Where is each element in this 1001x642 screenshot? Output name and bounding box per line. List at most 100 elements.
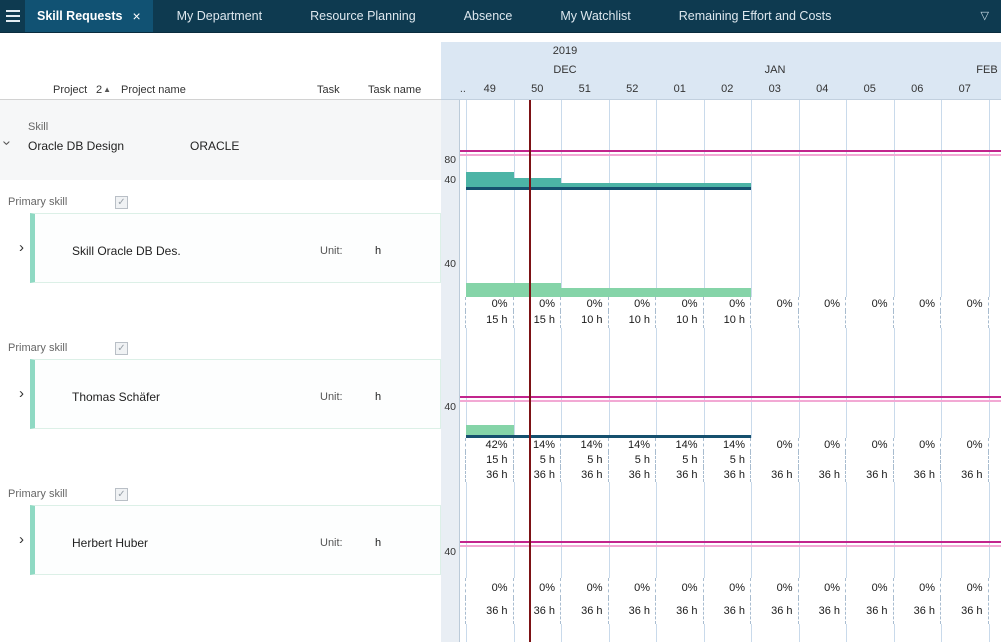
y-axis-label: 40 [444, 401, 456, 413]
grid-line [941, 100, 942, 190]
chevron-right-icon[interactable]: › [19, 239, 24, 256]
resource-card[interactable]: › Herbert Huber Unit: h [19, 505, 441, 575]
stat-cell: 36 h [704, 467, 751, 482]
grid-line [798, 482, 800, 578]
stat-cell: 0% [846, 297, 894, 311]
grid-line [513, 190, 515, 297]
column-header-project-name[interactable]: Project name [121, 84, 186, 96]
stat-row-hours: 36 h 36 h 36 h 36 h 36 h 36 h 36 h 36 h 36 h 36 h… [441, 467, 1001, 482]
stat-cell: 0% [514, 578, 561, 598]
stat-cell: 0% [466, 297, 514, 311]
bar-week-01[interactable] [656, 183, 704, 190]
stat-cell [751, 311, 799, 328]
active-tab-label: Skill Requests [37, 9, 123, 23]
resource-name: Herbert Huber [72, 536, 149, 550]
stat-cell: 36 h [894, 598, 941, 624]
bar-week-52[interactable] [608, 183, 656, 190]
chevron-right-icon[interactable]: › [19, 531, 24, 548]
effort-line [466, 187, 751, 190]
grid-line [608, 190, 610, 297]
chart-filler [441, 624, 1001, 642]
plot-area [460, 190, 1001, 297]
primary-skill-checkbox[interactable]: ✓ [115, 341, 128, 355]
primary-skill-checkbox[interactable]: ✓ [115, 487, 128, 501]
stat-cell: 0% [799, 297, 846, 311]
resource-card[interactable]: › Thomas Schäfer Unit: h [19, 359, 441, 429]
resource-section-skill: Primary skill ✓ › Skill Oracle DB Des. U… [0, 194, 441, 283]
stat-cell: 36 h [799, 598, 846, 624]
sort-indicator[interactable]: 2▲ [96, 84, 111, 96]
stat-cell [894, 452, 941, 467]
stat-cell: 36 h [514, 467, 561, 482]
bar-week-51[interactable] [561, 288, 609, 297]
grid-line [893, 100, 895, 190]
hamburger-menu-icon[interactable] [0, 0, 25, 32]
stat-cell: 0% [704, 578, 751, 598]
stat-cell: 36 h [514, 598, 561, 624]
bar-week-50[interactable] [513, 283, 561, 297]
resource-card[interactable]: › Skill Oracle DB Des. Unit: h [19, 213, 441, 283]
grid-column-header: Project 2▲ Project name Task Task name [0, 82, 441, 100]
resource-section-thomas: Primary skill ✓ › Thomas Schäfer Unit: h [0, 340, 441, 429]
stat-cell: 0% [656, 297, 704, 311]
stat-cell: 0% [846, 578, 894, 598]
stat-cell: 0% [941, 297, 989, 311]
chevron-down-icon[interactable]: › [0, 140, 16, 146]
chevron-right-icon[interactable]: › [19, 385, 24, 402]
stat-cell: 0% [941, 438, 989, 452]
stat-cell [941, 452, 989, 467]
bar-week-49[interactable] [466, 172, 514, 190]
week-label: 04 [816, 83, 829, 95]
grid-line [561, 190, 562, 297]
menu-item-my-watchlist[interactable]: My Watchlist [560, 9, 631, 23]
bar-week-49[interactable] [466, 425, 514, 438]
stat-cell: 5 h [609, 452, 656, 467]
column-header-task-name[interactable]: Task name [368, 84, 422, 96]
grid-line [798, 100, 800, 190]
grid-line [466, 328, 467, 438]
stat-cell: 0% [799, 438, 846, 452]
stat-cell: 5 h [656, 452, 704, 467]
stat-cell: 0% [609, 578, 656, 598]
menu-item-remaining-effort-and-costs[interactable]: Remaining Effort and Costs [678, 9, 832, 23]
stat-cell: 0% [609, 297, 656, 311]
bar-week-02[interactable] [703, 288, 751, 297]
grid-line [846, 482, 847, 578]
year-label: 2019 [552, 45, 578, 57]
grid-line [703, 190, 705, 297]
bar-week-49[interactable] [466, 283, 514, 297]
menu-item-my-department[interactable]: My Department [176, 9, 263, 23]
chart-area: 80 40 40 0% 0% 0% 0% 0% 0% 0% 0% 0% 0% 0% 15 h 15 h 10 h… [441, 100, 1001, 642]
stats-block: 0% 0% 0% 0% 0% 0% 0% 0% 0% 0% 0% 15 h 15 h 10 h 10 h 10… [441, 296, 1001, 328]
grid-line [751, 190, 752, 297]
bar-week-51[interactable] [561, 183, 609, 190]
bar-week-52[interactable] [608, 288, 656, 297]
tab-overflow-dropdown[interactable]: ▽ [976, 8, 994, 25]
capacity-line [460, 150, 1001, 152]
stat-cell: 5 h [561, 452, 609, 467]
close-icon[interactable]: × [132, 8, 141, 24]
skill-group-row[interactable]: › Skill Oracle DB Design ORACLE [0, 100, 441, 180]
column-header-project[interactable]: Project [53, 84, 88, 96]
tab-skill-requests[interactable]: Skill Requests × [25, 0, 153, 32]
grid-line [703, 328, 705, 438]
section-header: Primary skill ✓ [0, 194, 441, 210]
resource-section-herbert: Primary skill ✓ › Herbert Huber Unit: h [0, 486, 441, 575]
week-label: 50 [531, 83, 544, 95]
month-label: DEC [553, 64, 577, 76]
grid-line [513, 482, 515, 578]
bar-week-01[interactable] [656, 288, 704, 297]
primary-skill-checkbox[interactable]: ✓ [115, 195, 128, 209]
grid-line [703, 624, 705, 642]
bar-week-02[interactable] [703, 183, 751, 190]
menu-item-resource-planning[interactable]: Resource Planning [310, 9, 416, 23]
chart-band: 80 40 [441, 100, 1001, 191]
menu-item-absence[interactable]: Absence [463, 9, 513, 23]
column-header-task[interactable]: Task [317, 84, 340, 96]
stat-cell: 14% [514, 438, 561, 452]
week-label: 49 [483, 83, 496, 95]
group-skill-name: Oracle DB Design [28, 139, 125, 153]
stat-cell: 14% [561, 438, 609, 452]
week-label: 03 [768, 83, 781, 95]
